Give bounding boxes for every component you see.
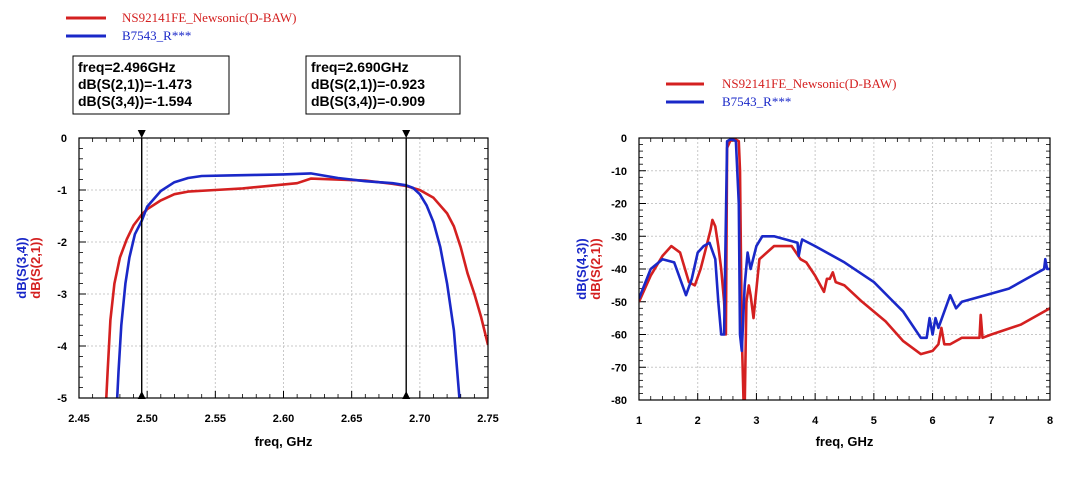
minor-ticks [79, 138, 488, 398]
y-tick-label: -30 [611, 231, 627, 243]
y-tick-label: -2 [57, 237, 67, 249]
marker-triangle-bottom [137, 391, 146, 399]
x-tick-label: 7 [988, 415, 994, 427]
y-tick-label: -50 [611, 297, 627, 309]
y-axis-label-s43: dB(S(4,3)) [574, 238, 589, 299]
y-tick-label: -3 [57, 289, 67, 301]
y-tick-label: -70 [611, 362, 627, 374]
legend-label: B7543_R*** [122, 28, 191, 43]
marker-triangle-bottom [402, 391, 411, 399]
marker-triangle-top [137, 130, 146, 138]
x-tick-label: 2 [695, 415, 701, 427]
y-tick-label: 0 [61, 133, 67, 145]
y-axis-label-s21: dB(S(2,1)) [28, 237, 43, 298]
x-tick-label: 2.65 [341, 413, 362, 425]
y-axis-label: dB(S(3,4))dB(S(2,1)) [14, 237, 43, 298]
plot-frame [638, 137, 1051, 401]
y-axis-label-s21: dB(S(2,1)) [588, 238, 603, 299]
y-tick-label: -10 [611, 166, 627, 178]
x-tick-label: 5 [871, 415, 877, 427]
x-tick-label: 3 [753, 415, 759, 427]
plot-frame [78, 137, 489, 399]
y-tick-label: 0 [621, 133, 627, 145]
x-tick-label: 2.50 [136, 413, 157, 425]
y-tick-label: -80 [611, 395, 627, 407]
x-tick-label: 8 [1047, 415, 1053, 427]
marker-readout-text: freq=2.496GHz [78, 59, 176, 75]
chart-1: 2.45 2.50 2.55 2.60 2.65 2.70 2.75 0 -1 -2 -3 -4 -5 f… [14, 10, 499, 449]
y-tick-label: -40 [611, 264, 627, 276]
series-group [639, 138, 1050, 400]
x-tick-label: 4 [812, 415, 819, 427]
marker-triangle-top [402, 130, 411, 138]
series-line-ns92141fe [105, 177, 488, 398]
x-axis-label: freq, GHz [255, 434, 313, 449]
y-tick-label: -4 [57, 341, 68, 353]
grid [78, 137, 489, 399]
series-group [105, 172, 488, 398]
marker-readout-text: dB(S(2,1))=-1.473 [78, 76, 192, 92]
marker-readout-box [305, 55, 461, 115]
x-tick-label: 2.60 [273, 413, 294, 425]
chart-2: 1 2 3 4 5 6 7 8 0 -10 -20 -30 -40 -50 -60 -70 -80 freq, G… [574, 76, 1053, 449]
x-axis-label: freq, GHz [816, 434, 874, 449]
x-tick-label: 2.55 [205, 413, 226, 425]
marker-readout-text: dB(S(3,4))=-0.909 [311, 93, 425, 109]
y-tick-label: -5 [57, 393, 67, 405]
y-axis-label-s43: dB(S(3,4)) [14, 237, 29, 298]
x-tick-label: 6 [930, 415, 936, 427]
x-tick-label: 2.75 [477, 413, 498, 425]
legend-label: NS92141FE_Newsonic(D-BAW) [122, 10, 296, 25]
x-tick-label: 2.45 [68, 413, 89, 425]
series-line-b7543 [639, 138, 1050, 353]
marker-readout-text: freq=2.690GHz [311, 59, 409, 75]
x-tick-label: 2.70 [409, 413, 430, 425]
y-tick-label: -20 [611, 199, 627, 211]
marker-readout-box [72, 55, 230, 115]
y-tick-label: -1 [57, 185, 67, 197]
y-tick-label: -60 [611, 330, 627, 342]
legend-label: B7543_R*** [722, 94, 791, 109]
x-tick-label: 1 [636, 415, 642, 427]
marker-readout-text: dB(S(3,4))=-1.594 [78, 93, 192, 109]
y-axis-label: dB(S(4,3))dB(S(2,1)) [574, 238, 603, 299]
marker-readout-text: dB(S(2,1))=-0.923 [311, 76, 425, 92]
series-line-ns92141fe [639, 138, 1050, 400]
series-line-b7543 [115, 172, 461, 398]
legend-label: NS92141FE_Newsonic(D-BAW) [722, 76, 896, 91]
